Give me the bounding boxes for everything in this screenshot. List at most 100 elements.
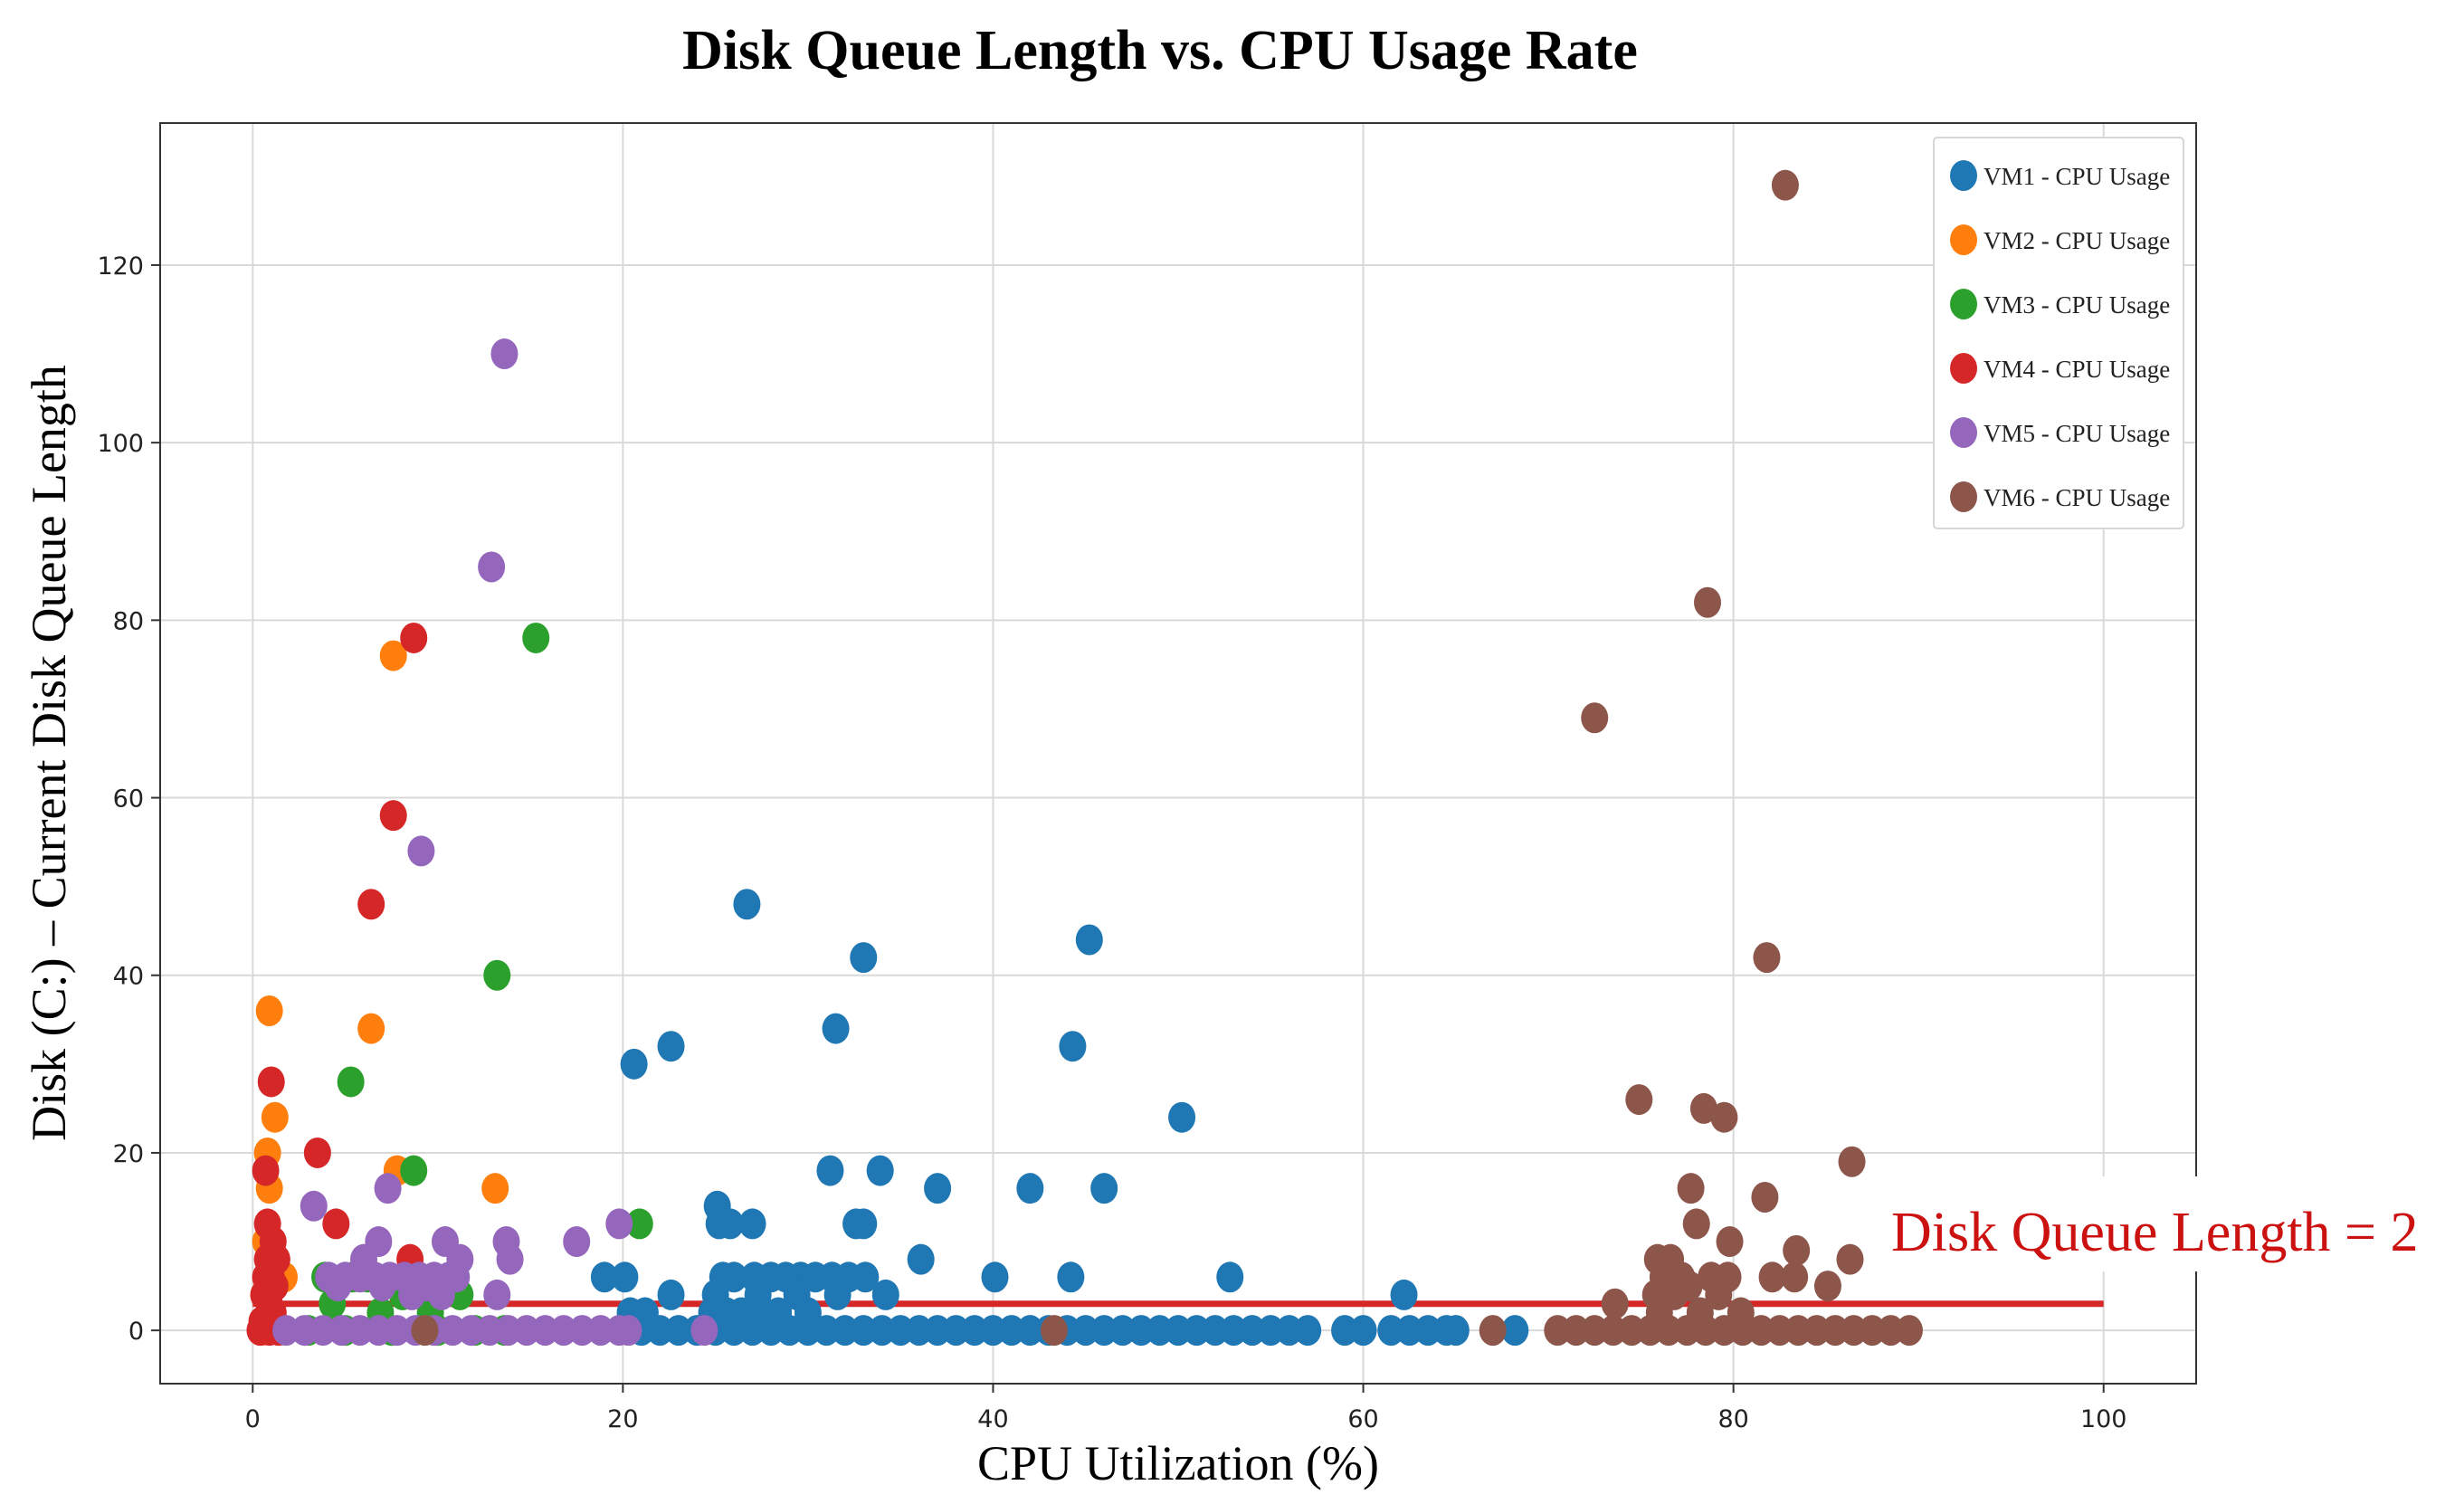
data-point-vm5 xyxy=(690,1315,718,1347)
data-point-vm2 xyxy=(261,1101,289,1133)
y-axis-ticks: 0 20 40 60 80 100 120 xyxy=(97,252,160,1346)
data-point-vm2 xyxy=(357,1013,385,1044)
legend-marker-vm2 xyxy=(1950,224,1977,255)
legend-marker-vm1 xyxy=(1950,160,1977,191)
y-tick-label: 60 xyxy=(113,785,144,814)
reference-line-label: Disk Queue Length = 2 xyxy=(1891,1202,2419,1263)
data-point-vm6 xyxy=(411,1315,439,1347)
data-point-vm1 xyxy=(657,1279,685,1310)
x-tick-label: 80 xyxy=(1717,1405,1748,1433)
legend-marker-vm6 xyxy=(1950,481,1977,512)
data-point-vm1 xyxy=(907,1243,935,1275)
data-point-vm1 xyxy=(816,1155,844,1186)
data-point-vm1 xyxy=(851,1261,880,1293)
data-point-vm1 xyxy=(1075,924,1103,956)
data-point-vm6 xyxy=(1581,702,1609,734)
data-point-vm5 xyxy=(300,1190,328,1222)
data-point-vm6 xyxy=(1783,1234,1811,1266)
legend-label-vm3: VM3 - CPU Usage xyxy=(1984,291,2170,319)
data-point-vm1 xyxy=(1216,1261,1244,1293)
data-point-vm1 xyxy=(733,889,761,920)
data-point-vm3 xyxy=(625,1208,653,1240)
x-axis-label: CPU Utilization (%) xyxy=(977,1436,1379,1490)
data-point-vm1 xyxy=(1390,1279,1418,1310)
data-point-vm1 xyxy=(611,1261,639,1293)
data-point-vm1 xyxy=(1090,1173,1118,1204)
data-point-vm6 xyxy=(1781,1261,1809,1293)
data-point-vm6 xyxy=(1758,1261,1786,1293)
data-point-vm6 xyxy=(1751,1181,1779,1213)
data-points xyxy=(246,169,1923,1347)
data-point-vm1 xyxy=(1059,1031,1087,1062)
data-point-vm6 xyxy=(1813,1271,1841,1302)
data-point-vm1 xyxy=(657,1031,685,1062)
data-point-vm4 xyxy=(379,800,407,832)
data-point-vm1 xyxy=(924,1173,952,1204)
data-point-vm4 xyxy=(322,1208,350,1240)
data-point-vm1 xyxy=(620,1048,648,1080)
x-tick-label: 60 xyxy=(1347,1405,1378,1433)
y-tick-label: 80 xyxy=(113,607,144,635)
data-point-vm2 xyxy=(379,640,407,671)
data-point-vm5 xyxy=(605,1208,633,1240)
data-point-vm1 xyxy=(866,1155,894,1186)
data-point-vm4 xyxy=(303,1137,331,1168)
data-point-vm6 xyxy=(1838,1146,1866,1177)
x-tick-label: 0 xyxy=(245,1405,261,1433)
y-tick-label: 0 xyxy=(128,1318,144,1346)
legend-label-vm5: VM5 - CPU Usage xyxy=(1984,420,2170,447)
data-point-vm5 xyxy=(427,1279,455,1310)
data-point-vm1 xyxy=(850,1208,878,1240)
y-tick-label: 100 xyxy=(97,430,144,458)
data-point-vm5 xyxy=(324,1271,352,1302)
legend-label-vm4: VM4 - CPU Usage xyxy=(1984,356,2170,383)
data-point-vm5 xyxy=(398,1279,426,1310)
data-point-vm6 xyxy=(1710,1101,1738,1133)
data-point-vm1 xyxy=(720,1261,748,1293)
legend-label-vm2: VM2 - CPU Usage xyxy=(1984,227,2170,254)
data-point-vm6 xyxy=(1694,586,1721,618)
data-point-vm1 xyxy=(1057,1261,1085,1293)
data-point-vm1 xyxy=(1441,1315,1470,1347)
data-point-vm1 xyxy=(590,1261,618,1293)
x-axis-ticks: 0 20 40 60 80 100 xyxy=(245,1384,2127,1433)
data-point-vm1 xyxy=(1501,1315,1529,1347)
plot-frame xyxy=(159,122,2197,1385)
data-point-vm2 xyxy=(255,995,283,1026)
data-point-vm6 xyxy=(1771,169,1799,201)
data-point-vm6 xyxy=(1836,1243,1864,1275)
legend-marker-vm3 xyxy=(1950,289,1977,319)
data-point-vm4 xyxy=(400,622,428,653)
data-point-vm3 xyxy=(522,622,550,653)
data-point-vm6 xyxy=(1753,942,1781,974)
y-tick-label: 20 xyxy=(113,1140,144,1168)
data-point-vm6 xyxy=(1625,1084,1653,1116)
data-point-vm5 xyxy=(374,1173,402,1204)
annotation-background xyxy=(1873,1176,2464,1271)
data-point-vm6 xyxy=(1689,1092,1717,1124)
data-point-vm1 xyxy=(1168,1101,1196,1133)
y-axis-label: Disk (C:) – Current Disk Queue Length xyxy=(22,365,76,1141)
x-tick-label: 20 xyxy=(607,1405,638,1433)
data-point-vm6 xyxy=(1895,1315,1923,1347)
data-point-vm2 xyxy=(481,1173,509,1204)
data-point-vm1 xyxy=(1016,1173,1044,1204)
data-point-vm3 xyxy=(400,1155,428,1186)
y-tick-label: 120 xyxy=(97,252,144,281)
data-point-vm1 xyxy=(1349,1315,1377,1347)
data-point-vm1 xyxy=(738,1208,766,1240)
data-point-vm5 xyxy=(496,1243,524,1275)
data-point-vm5 xyxy=(614,1315,642,1347)
data-point-vm5 xyxy=(368,1271,396,1302)
data-point-vm6 xyxy=(1601,1288,1629,1319)
legend-label-vm6: VM6 - CPU Usage xyxy=(1984,484,2170,511)
legend-marker-vm4 xyxy=(1950,353,1977,384)
data-point-vm3 xyxy=(483,959,511,991)
data-point-vm4 xyxy=(252,1155,280,1186)
data-point-vm1 xyxy=(981,1261,1009,1293)
data-point-vm6 xyxy=(1479,1315,1507,1347)
data-point-vm6 xyxy=(1677,1173,1705,1204)
legend: VM1 - CPU Usage VM2 - CPU Usage VM3 - CPU … xyxy=(1933,137,2184,529)
data-point-vm3 xyxy=(337,1066,365,1098)
data-point-vm1 xyxy=(823,1279,851,1310)
